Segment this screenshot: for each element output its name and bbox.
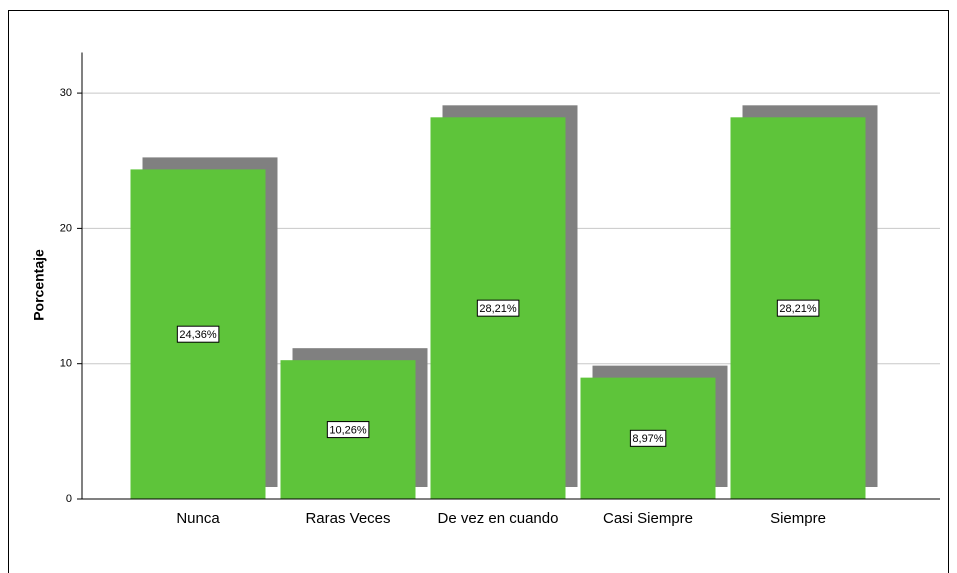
x-tick-label: De vez en cuando (438, 510, 559, 527)
x-tick-label: Raras Veces (305, 510, 390, 527)
y-tick-label: 30 (60, 87, 72, 99)
chart-frame (8, 10, 949, 573)
y-tick-label: 0 (66, 493, 72, 505)
y-axis-label: Porcentaje (31, 249, 47, 321)
value-label: 28,21% (779, 303, 817, 315)
value-label: 24,36% (179, 329, 217, 341)
value-label-box (326, 421, 370, 439)
y-tick-label: 20 (60, 222, 72, 234)
y-tick-label: 10 (60, 358, 72, 370)
value-label-box (476, 299, 520, 317)
x-tick-label: Nunca (176, 510, 220, 527)
x-tick-label: Siempre (770, 510, 826, 527)
value-label: 28,21% (479, 303, 517, 315)
x-tick-label: Casi Siempre (603, 510, 693, 527)
value-label: 10,26% (329, 424, 367, 436)
value-label-box (176, 325, 220, 343)
value-label-box (629, 429, 667, 447)
value-label: 8,97% (632, 433, 663, 445)
value-label-box (776, 299, 820, 317)
